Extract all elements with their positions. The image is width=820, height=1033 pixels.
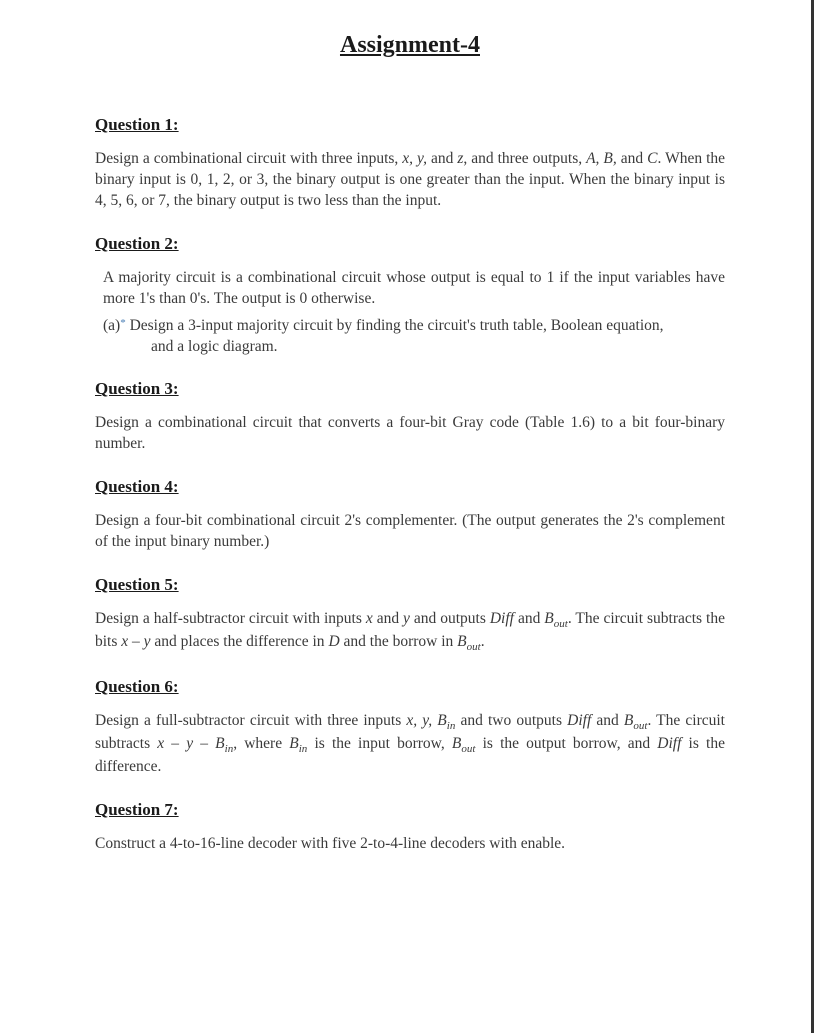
q1-text: Design a combinational circuit with thre… bbox=[95, 150, 402, 167]
q6-var: Diff bbox=[657, 735, 681, 752]
q5-sub: out bbox=[554, 618, 568, 630]
q5-var: B bbox=[544, 610, 553, 627]
question-5-body: Design a half-subtractor circuit with in… bbox=[95, 609, 725, 655]
q6-var: B bbox=[624, 712, 633, 729]
question-4-heading: Question 4: bbox=[95, 477, 725, 497]
q6-var: B bbox=[289, 735, 298, 752]
q5-text: . bbox=[481, 633, 485, 650]
question-3-heading: Question 3: bbox=[95, 379, 725, 399]
assignment-title: Assignment-4 bbox=[95, 32, 725, 59]
q6-text: is the input borrow, bbox=[307, 735, 452, 752]
question-7-block: Question 7: Construct a 4-to-16-line dec… bbox=[95, 800, 725, 855]
q5-sub: out bbox=[467, 641, 481, 653]
q5-text: and outputs bbox=[410, 610, 490, 627]
q5-text: and places the difference in bbox=[151, 633, 329, 650]
question-4-block: Question 4: Design a four-bit combinatio… bbox=[95, 477, 725, 553]
q5-var: x – y bbox=[121, 633, 150, 650]
q6-sub: in bbox=[225, 743, 234, 755]
q1-text: , and three outputs, bbox=[463, 150, 586, 167]
q5-text: and the borrow in bbox=[340, 633, 458, 650]
question-6-block: Question 6: Design a full-subtractor cir… bbox=[95, 677, 725, 778]
q6-text: and bbox=[591, 712, 624, 729]
question-5-block: Question 5: Design a half-subtractor cir… bbox=[95, 575, 725, 655]
part-a-text: Design a 3-input majority circuit by fin… bbox=[126, 317, 664, 334]
question-7-body: Construct a 4-to-16-line decoder with fi… bbox=[95, 834, 725, 855]
question-1-body: Design a combinational circuit with thre… bbox=[95, 149, 725, 212]
q6-var: x, y, B bbox=[406, 712, 446, 729]
q6-sub: out bbox=[633, 720, 647, 732]
question-3-block: Question 3: Design a combinational circu… bbox=[95, 379, 725, 455]
q5-var: B bbox=[457, 633, 466, 650]
question-2-intro: A majority circuit is a combinational ci… bbox=[103, 268, 725, 310]
q1-var: x, y, bbox=[402, 150, 427, 167]
part-a-line2: and a logic diagram. bbox=[103, 337, 725, 358]
q6-var: x – y – B bbox=[157, 735, 224, 752]
q6-text: , where bbox=[233, 735, 289, 752]
q6-text: and two outputs bbox=[455, 712, 567, 729]
q6-text: Design a full-subtractor circuit with th… bbox=[95, 712, 406, 729]
question-6-heading: Question 6: bbox=[95, 677, 725, 697]
q6-sub: in bbox=[299, 743, 308, 755]
q5-text: and bbox=[373, 610, 403, 627]
question-2-block: Question 2: A majority circuit is a comb… bbox=[95, 234, 725, 358]
q6-var: B bbox=[452, 735, 461, 752]
q5-var: x bbox=[366, 610, 373, 627]
page-right-border bbox=[811, 0, 814, 1033]
question-5-heading: Question 5: bbox=[95, 575, 725, 595]
q6-text: is the output borrow, and bbox=[475, 735, 657, 752]
q5-var: D bbox=[328, 633, 339, 650]
question-6-body: Design a full-subtractor circuit with th… bbox=[95, 711, 725, 778]
question-4-body: Design a four-bit combinational circuit … bbox=[95, 511, 725, 553]
q5-text: and bbox=[514, 610, 544, 627]
q5-var: Diff bbox=[490, 610, 514, 627]
question-1-block: Question 1: Design a combinational circu… bbox=[95, 115, 725, 212]
q5-var: y bbox=[403, 610, 410, 627]
question-3-body: Design a combinational circuit that conv… bbox=[95, 413, 725, 455]
part-a-label: (a) bbox=[103, 317, 120, 334]
q1-var: A, B, bbox=[586, 150, 617, 167]
q1-text: and bbox=[617, 150, 647, 167]
question-1-heading: Question 1: bbox=[95, 115, 725, 135]
q6-sub: out bbox=[461, 743, 475, 755]
question-7-heading: Question 7: bbox=[95, 800, 725, 820]
question-2-heading: Question 2: bbox=[95, 234, 725, 254]
q6-var: Diff bbox=[567, 712, 591, 729]
q5-text: Design a half-subtractor circuit with in… bbox=[95, 610, 366, 627]
question-2-part-a: (a)* Design a 3-input majority circuit b… bbox=[103, 316, 725, 358]
q1-var: C bbox=[647, 150, 657, 167]
q1-text: and bbox=[427, 150, 457, 167]
